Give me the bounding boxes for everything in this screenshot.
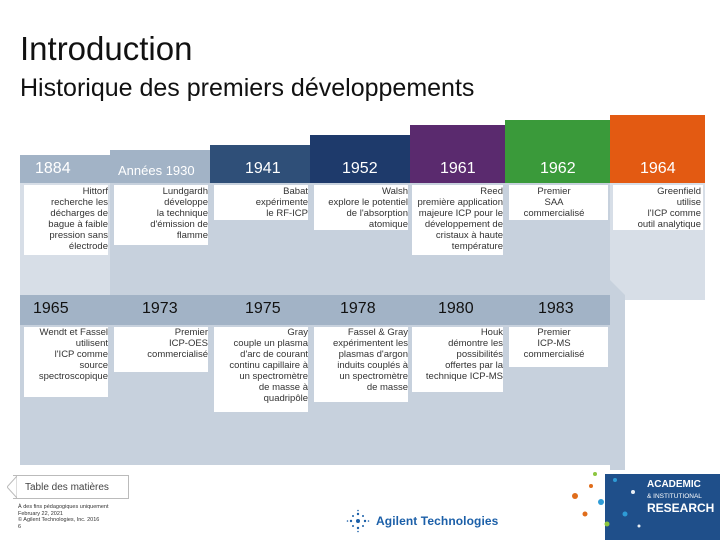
academic-line: ACADEMIC xyxy=(647,479,701,490)
bar-1964 xyxy=(610,115,705,183)
year-1965: 1965 xyxy=(33,300,69,317)
year-1973: 1973 xyxy=(142,300,178,317)
year-1978: 1978 xyxy=(340,300,376,317)
year-1941: 1941 xyxy=(245,160,281,177)
footer-note: À des fins pédagogiques uniquement Febru… xyxy=(18,504,109,530)
year-1884: 1884 xyxy=(35,160,71,177)
academic-research-badge: ACADEMIC & INSTITUTIONAL RESEARCH xyxy=(572,472,720,540)
research-line: RESEARCH xyxy=(647,501,715,515)
table-of-contents-label: Table des matières xyxy=(25,481,109,493)
bar-1952 xyxy=(310,135,410,183)
year-1962: 1962 xyxy=(540,160,576,177)
desc-1965: Wendt et Fassel utilisent l'ICP comme sourc… xyxy=(38,327,108,382)
bar-1930 xyxy=(110,150,210,183)
desc-1964: Greenfield utilise l'ICP comme outil analyt… xyxy=(637,186,701,230)
desc-1975: Gray couple un plasma d'arc de courant cont… xyxy=(229,327,308,404)
agilent-logo: Agilent Technologies xyxy=(346,509,498,533)
col-bg-1941 xyxy=(210,145,310,300)
bar-1884 xyxy=(20,155,110,183)
agilent-spark-icon xyxy=(346,509,370,533)
desc-1884: Hittorf recherche les décharges de bague à … xyxy=(48,186,108,252)
year-1964: 1964 xyxy=(640,160,676,177)
desc-1973: Premier ICP-OES commercialisé xyxy=(147,327,208,360)
desc-1952: Walsh explore le potentiel de l'absorption… xyxy=(328,186,408,230)
institutional-line: & INSTITUTIONAL xyxy=(647,493,702,500)
year-1961: 1961 xyxy=(440,160,476,177)
agilent-brand-text: Agilent Technologies xyxy=(376,514,499,528)
desc-1930: Lundgardh développe la technique d'émission… xyxy=(150,186,208,241)
desc-1961: Reed première application majeure ICP pour… xyxy=(417,186,503,252)
chevron-left-icon xyxy=(7,476,17,498)
page-title: Introduction xyxy=(20,30,193,67)
bar-1941 xyxy=(210,145,310,183)
year-1980: 1980 xyxy=(438,300,474,317)
desc-1941: Babat expérimente le RF-ICP xyxy=(255,186,308,219)
page-subtitle: Historique des premiers développements xyxy=(20,74,475,102)
year-1983: 1983 xyxy=(538,300,574,317)
bar-1961 xyxy=(410,125,505,183)
bar-1962 xyxy=(505,120,610,183)
molecule-decoration-icon xyxy=(572,472,641,528)
desc-1978: Fassel & Gray expérimentent les plasmas d'… xyxy=(333,327,408,393)
year-1952: 1952 xyxy=(342,160,378,177)
year-1930: Années 1930 xyxy=(118,163,195,178)
desc-1980: Houk démontre les possibilités offertes par… xyxy=(425,327,503,382)
year-1975: 1975 xyxy=(245,300,281,317)
table-of-contents-button[interactable]: Table des matières xyxy=(7,475,129,499)
desc-1962: Premier SAA commercialisé xyxy=(523,186,585,219)
desc-1983: Premier ICP-MS commercialisé xyxy=(523,327,585,360)
